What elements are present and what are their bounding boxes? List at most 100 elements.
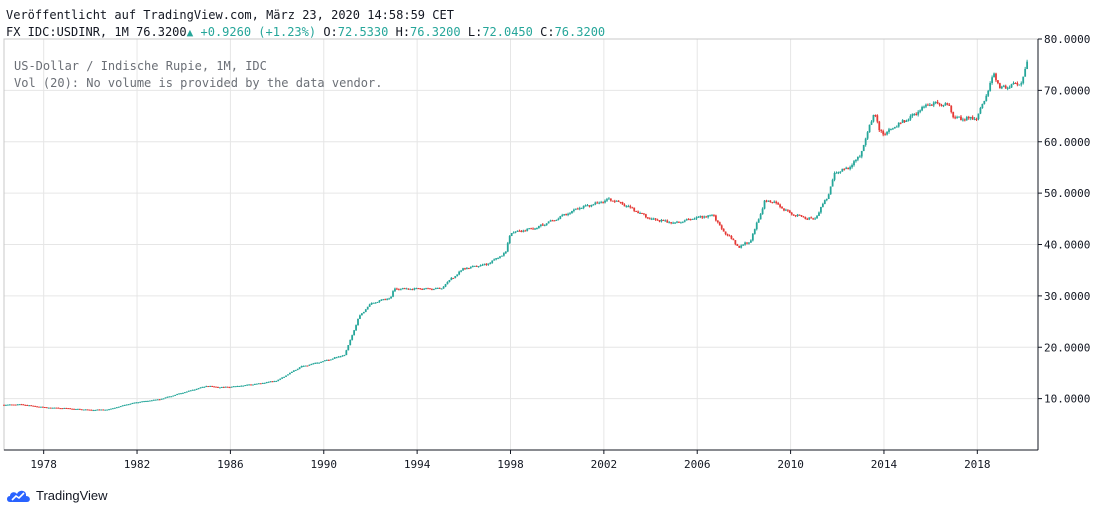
candle-body [502,253,505,256]
candle-body [839,171,842,173]
brand-name[interactable]: TradingView [36,487,108,503]
candle-body [380,299,383,301]
candle-body [625,206,628,208]
candle-body [678,221,680,223]
candle-body [448,279,451,282]
candle-body [648,218,651,220]
candle-body [28,405,31,407]
candle-body [401,288,404,290]
candle-body [475,265,478,267]
candle-body [162,398,165,400]
candle-body [277,379,280,381]
candle-body [454,276,457,278]
candle-body [549,220,552,222]
candle-body [250,384,252,386]
footer[interactable]: TradingView [6,486,108,504]
candle-body [296,368,299,370]
candle-body [300,366,303,368]
candle-body [779,204,781,207]
candle-body [133,402,136,404]
candle-body [697,216,700,218]
candle-body [5,404,7,406]
candle-body [621,202,624,205]
candle-body [524,230,527,232]
candle-body [34,405,37,407]
candle-body [983,100,986,105]
candle-body [491,260,494,263]
candle-body [718,222,721,226]
candle-body [814,218,816,220]
candle-body [193,389,196,391]
candle-body [438,287,441,289]
candle-body [534,228,536,230]
candle-body [950,105,953,113]
candle-body [150,400,153,402]
candle-body [643,213,645,215]
candle-body [18,404,21,406]
candle-body [396,288,398,290]
price-chart[interactable]: US-Dollar / Indische Rupie, 1M, IDC Vol … [0,0,1100,486]
open-label: O: [323,25,338,39]
candle-body [12,404,15,406]
candle-body [526,228,529,231]
candle-body [681,221,684,223]
candle-body [324,360,326,362]
candle-body [63,408,66,410]
candle-body [559,216,562,219]
candle-body [571,211,573,214]
candle-body [372,302,375,304]
candle-body [240,385,243,387]
candle-body [469,267,472,269]
candle-body [609,198,612,201]
candles[interactable] [3,59,1029,412]
candle-body [967,117,970,119]
candle-body [259,383,262,385]
time-axis[interactable]: 1978 1982 1986 1990 1994 1998 2002 2006 2010 2014… [30,450,991,471]
low-value: 72.0450 [482,25,533,39]
candle-body [856,156,859,160]
candle-body [302,365,305,367]
candle-body [693,218,696,220]
candle-body [658,220,661,222]
candle-body [1008,87,1011,89]
candle-body [522,230,525,232]
candle-body [886,131,888,135]
candle-body [98,409,101,411]
candle-body [399,289,402,291]
candle-body [172,395,175,397]
candle-body [271,381,274,383]
candle-body [771,201,774,203]
candle-body [528,228,531,230]
close-label: C: [540,25,555,39]
high-value: 76.3200 [410,25,461,39]
candle-body [938,103,941,105]
candle-body [868,124,871,133]
up-triangle-icon: ▲ [186,26,194,39]
price-axis[interactable]: 10.0000 20.0000 30.0000 40.0000 50.0000 60.00… [1038,33,1090,406]
candle-body [816,215,818,219]
x-tick-label: 1978 [30,458,57,471]
y-tick-label: 40.0000 [1044,239,1090,252]
candle-body [257,383,260,385]
candle-body [425,288,427,290]
candle-body [43,407,46,409]
candle-body [565,214,568,216]
candle-body [287,374,289,376]
candle-body [495,258,498,260]
candle-body [794,215,797,217]
candle-body [384,299,387,301]
candle-body [666,220,669,223]
candle-body [209,386,212,388]
candle-body [129,403,132,405]
candle-body [790,212,793,215]
candle-body [359,315,361,319]
candle-body [125,404,128,406]
candle-body [493,259,496,261]
y-tick-label: 20.0000 [1044,341,1090,354]
candle-body [674,222,676,224]
candle-body [963,119,966,121]
candle-body [576,208,579,210]
candle-body [796,214,799,216]
candle-body [376,301,379,303]
candle-body [304,365,307,367]
